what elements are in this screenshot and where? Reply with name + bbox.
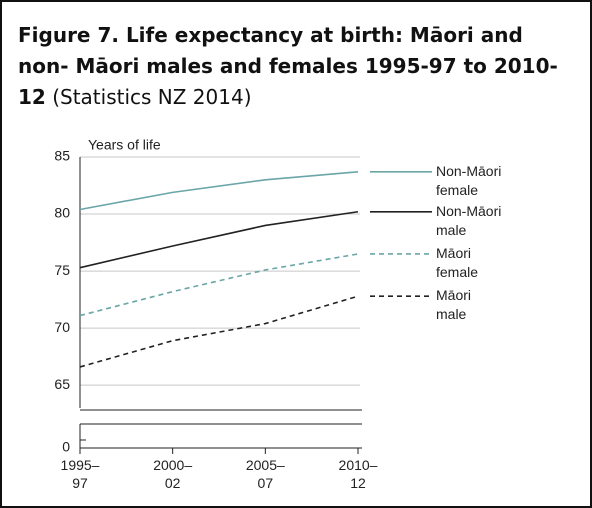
y-tick-label: 65 [54,376,70,392]
series-line [79,171,359,211]
y-tick-label: 80 [54,205,70,221]
x-tick-label: 2005– 07 [246,457,285,491]
legend-label: Non-Māori female [436,163,505,198]
chart-title: Figure 7. Life expectancy at birth: Māor… [18,23,558,109]
y-tick-label: 70 [54,319,70,335]
series-line [79,253,359,317]
legend-label: Non-Māori male [436,202,505,237]
series-line [79,210,359,269]
title-block: Figure 7. Life expectancy at birth: Māor… [18,20,578,113]
legend-label: Māori female [436,245,478,280]
x-tick-label: 1995– 97 [61,457,100,491]
y-tick-label: 85 [54,148,70,164]
y-axis-label: Years of life [88,137,161,153]
x-tick-label: 2000– 02 [153,457,192,491]
y-tick-label: 75 [54,262,70,278]
x-tick-label: 2010– 12 [339,457,378,491]
legend-label: Māori male [436,287,475,322]
source: (Statistics NZ 2014) [52,85,252,109]
y-tick-label: 0 [62,439,70,455]
series-line [79,295,359,368]
